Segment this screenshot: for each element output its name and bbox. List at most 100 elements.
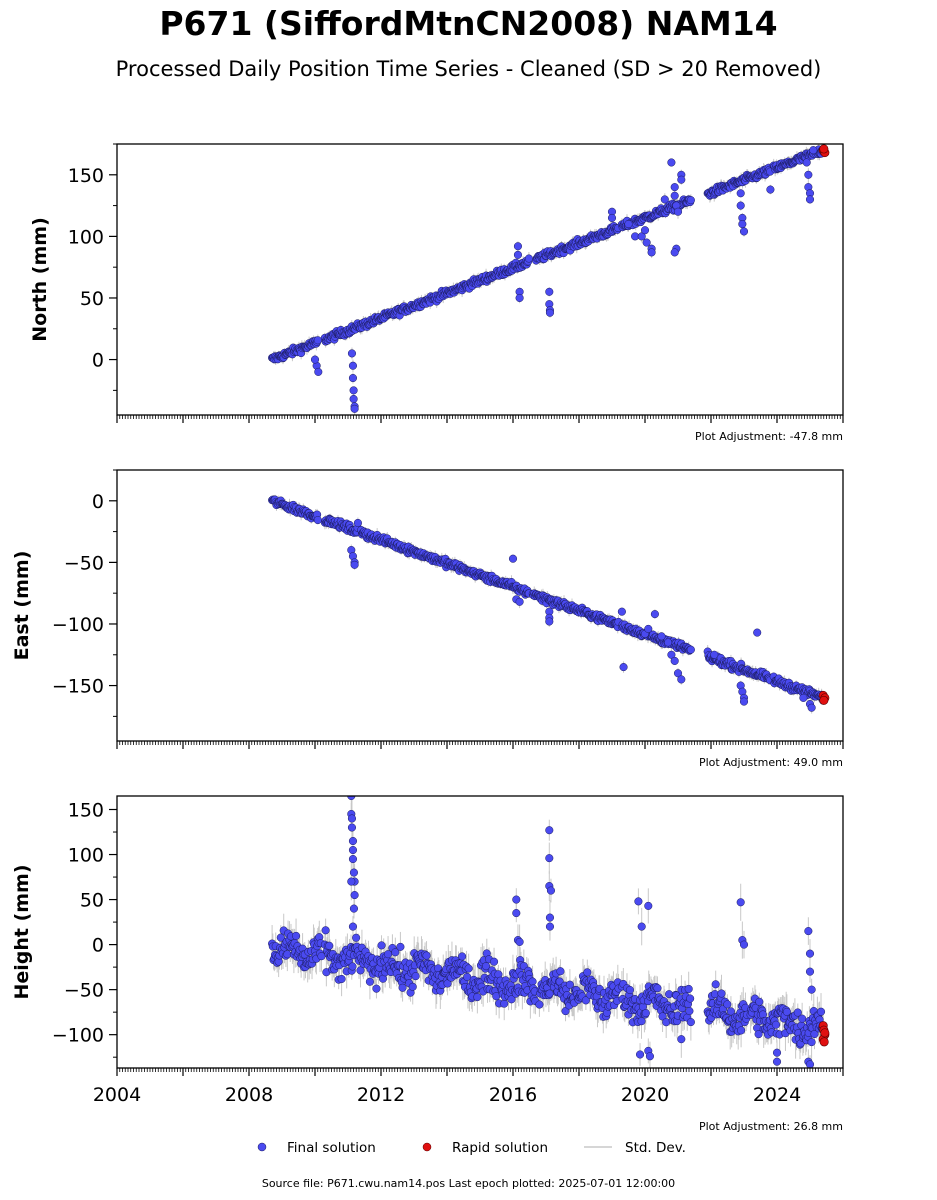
- final-point: [396, 942, 405, 951]
- final-point: [739, 697, 749, 706]
- final-point: [624, 220, 633, 229]
- final-point: [583, 968, 592, 977]
- chart-subtitle: Processed Daily Position Time Series - C…: [115, 57, 822, 81]
- final-point: [556, 967, 565, 976]
- final-point: [619, 663, 628, 672]
- plot-area: [268, 494, 830, 714]
- final-point: [353, 518, 362, 528]
- final-point: [408, 982, 417, 991]
- final-point: [805, 195, 815, 204]
- final-solution-points: [268, 796, 828, 1068]
- final-point: [313, 336, 322, 345]
- final-point: [617, 607, 626, 616]
- final-point: [321, 926, 330, 935]
- final-point: [545, 287, 554, 296]
- final-point: [670, 191, 679, 200]
- final-point: [640, 226, 650, 235]
- final-point: [513, 242, 523, 251]
- final-point: [464, 964, 473, 973]
- final-point: [710, 650, 719, 659]
- final-point: [458, 952, 467, 961]
- final-point: [660, 195, 669, 204]
- final-point: [508, 554, 518, 563]
- final-point: [673, 669, 683, 678]
- final-point: [348, 962, 357, 971]
- final-point: [391, 948, 400, 957]
- final-point: [313, 515, 322, 525]
- final-point: [736, 201, 745, 210]
- final-point: [473, 993, 482, 1002]
- y-tick-label: −50: [64, 552, 104, 574]
- plot-area: [268, 144, 830, 415]
- final-point: [545, 617, 554, 626]
- final-point: [807, 703, 816, 712]
- final-point: [411, 972, 420, 981]
- final-point: [673, 207, 683, 216]
- final-point: [686, 994, 695, 1003]
- final-point: [670, 183, 679, 192]
- final-point: [647, 248, 656, 257]
- final-point: [500, 999, 509, 1008]
- y-tick-label: 0: [92, 350, 104, 372]
- final-point: [292, 931, 301, 940]
- plot-adjustment-note: Plot Adjustment: 49.0 mm: [699, 756, 843, 769]
- final-point: [642, 238, 651, 247]
- final-point: [515, 597, 524, 606]
- final-point: [377, 941, 386, 950]
- final-point: [581, 996, 590, 1005]
- final-point: [802, 158, 811, 167]
- final-point: [753, 628, 762, 637]
- final-point: [650, 610, 659, 619]
- final-point: [398, 983, 407, 992]
- final-point: [670, 248, 679, 257]
- y-tick-label: 0: [92, 491, 104, 513]
- final-point: [686, 645, 695, 654]
- final-point: [658, 1012, 667, 1021]
- chart-title: P671 (SiffordMtnCN2008) NAM14: [159, 4, 778, 43]
- final-point: [515, 293, 524, 303]
- final-solution-points: [268, 495, 828, 712]
- final-point: [347, 349, 357, 358]
- y-axis: 0 50 100 150: [68, 143, 117, 391]
- y-tick-label: 100: [68, 226, 104, 248]
- final-point: [685, 1006, 694, 1016]
- final-point: [607, 213, 617, 222]
- final-point: [352, 933, 361, 942]
- x-axis: [116, 741, 844, 749]
- final-point: [565, 980, 574, 989]
- final-point: [641, 1009, 650, 1018]
- final-point: [310, 355, 320, 364]
- plot-area: [268, 796, 830, 1068]
- final-point: [717, 989, 726, 998]
- final-point: [625, 985, 634, 995]
- final-point: [349, 386, 358, 395]
- final-point: [737, 1026, 746, 1035]
- rapid-point: [819, 695, 829, 705]
- final-point: [524, 254, 533, 263]
- final-point: [804, 170, 813, 179]
- final-point: [513, 250, 523, 259]
- final-point: [337, 974, 346, 984]
- final-point: [657, 632, 666, 641]
- final-point: [684, 984, 693, 993]
- final-point: [637, 1017, 646, 1026]
- final-point: [637, 232, 646, 241]
- final-point: [276, 933, 285, 942]
- final-point: [350, 404, 359, 413]
- final-point: [799, 693, 808, 702]
- final-point: [348, 373, 358, 383]
- y-axis-label: North (mm): [29, 217, 51, 342]
- final-point: [739, 227, 749, 236]
- final-point: [723, 1000, 732, 1009]
- final-point: [545, 308, 555, 317]
- y-tick-label: 150: [68, 165, 104, 187]
- final-point: [490, 957, 499, 966]
- final-point: [667, 158, 676, 167]
- y-axis-label: East (mm): [11, 551, 33, 661]
- final-point: [686, 1018, 695, 1027]
- final-point: [365, 977, 374, 986]
- final-point: [738, 220, 747, 229]
- y-tick-label: −150: [52, 676, 104, 698]
- final-point: [545, 989, 554, 998]
